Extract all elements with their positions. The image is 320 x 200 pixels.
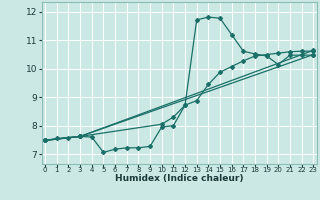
X-axis label: Humidex (Indice chaleur): Humidex (Indice chaleur) [115,174,244,183]
